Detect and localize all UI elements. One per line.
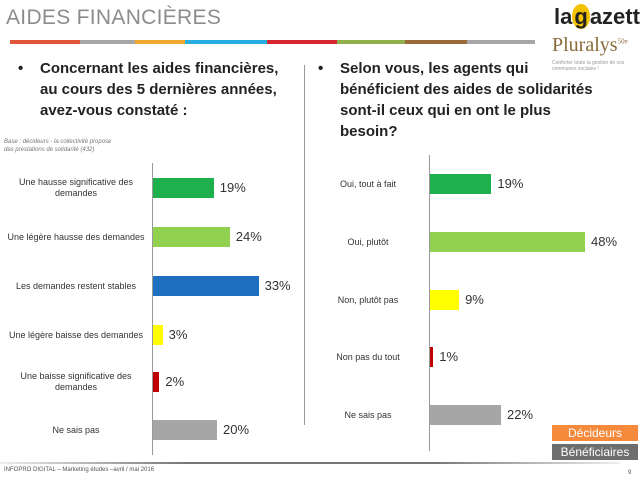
bar — [430, 232, 586, 252]
category-label-text: Les demandes restent stables — [15, 280, 137, 291]
bar — [153, 372, 160, 392]
rule-segment — [467, 40, 535, 44]
data-label: 9% — [465, 292, 484, 307]
page-title: AIDES FINANCIÈRES — [6, 6, 222, 29]
la-gazette-logo: lagazette — [554, 4, 640, 29]
rule-segment — [185, 40, 267, 44]
category-label-text: Ne sais pas — [52, 424, 100, 435]
category-label-text: Ne sais pas — [344, 409, 392, 420]
bar — [430, 174, 492, 194]
category-label: Une baisse significative des demandes — [6, 371, 146, 393]
data-label: 48% — [591, 234, 618, 249]
category-label-text: Oui, tout à fait — [339, 178, 397, 189]
bar — [153, 178, 214, 198]
pluralys-logo: Pluralys50e — [552, 34, 628, 56]
base-note: Base : décideurs - la collectivité propo… — [4, 139, 112, 153]
rule-segment — [135, 40, 185, 44]
right-question-text: Selon vous, les agents qui bénéficient d… — [340, 60, 593, 140]
data-label: 19% — [219, 180, 246, 195]
category-label: Ne sais pas — [6, 419, 146, 441]
right-question: • Selon vous, les agents qui bénéficient … — [318, 60, 593, 140]
category-label-text: Oui, plutôt — [347, 236, 389, 247]
data-label: 1% — [439, 349, 459, 364]
category-label: Les demandes restent stables — [6, 275, 146, 297]
bar — [430, 347, 434, 367]
legend-decideurs: Décideurs — [552, 425, 638, 441]
rule-segment — [405, 40, 467, 44]
legend-beneficiaires: Bénéficiaires — [552, 444, 638, 460]
data-label: 22% — [507, 407, 534, 422]
rule-segment — [10, 40, 80, 44]
rule-segment — [267, 40, 337, 44]
page-number: 9 — [628, 470, 632, 476]
category-label: Une hausse significative des demandes — [6, 177, 146, 199]
color-rule — [10, 40, 535, 44]
category-label: Oui, plutôt — [313, 231, 423, 253]
category-label-text: Une hausse significative des demandes — [18, 177, 134, 198]
data-label: 33% — [264, 278, 291, 293]
data-label: 24% — [235, 229, 262, 244]
category-label: Non pas du tout — [313, 346, 423, 368]
rule-segment — [337, 40, 405, 44]
column-divider — [304, 65, 305, 425]
bar — [153, 276, 259, 296]
category-label-text: Non, plutôt pas — [337, 294, 399, 305]
category-label-text: Une légère hausse des demandes — [7, 231, 145, 242]
bar — [153, 325, 163, 345]
category-label: Ne sais pas — [313, 404, 423, 426]
category-label-text: Une légère baisse des demandes — [8, 329, 144, 340]
data-label: 2% — [165, 374, 185, 389]
footer-text: INFOPRO DIGITAL – Marketing études –avri… — [4, 467, 155, 473]
chart-axis — [152, 163, 153, 455]
category-label-text: Non pas du tout — [336, 351, 400, 362]
category-label: Une légère baisse des demandes — [6, 324, 146, 346]
bar — [430, 290, 460, 310]
category-label: Non, plutôt pas — [313, 289, 423, 311]
category-label: Une légère hausse des demandes — [6, 226, 146, 248]
bar — [430, 405, 502, 425]
chart-axis — [429, 155, 430, 451]
data-label: 19% — [497, 176, 524, 191]
footer-rule — [0, 462, 620, 464]
category-label: Oui, tout à fait — [313, 173, 423, 195]
data-label: 3% — [168, 327, 188, 342]
bar — [153, 227, 230, 247]
data-label: 20% — [223, 422, 250, 437]
pluralys-tagline: Conforter toute la gestion de vos commun… — [552, 60, 625, 72]
bar — [153, 420, 217, 440]
category-label-text: Une baisse significative des demandes — [20, 371, 132, 392]
rule-segment — [80, 40, 135, 44]
left-question-text: Concernant les aides financières, au cou… — [40, 60, 279, 119]
left-question: • Concernant les aides financières, au co… — [18, 60, 279, 119]
